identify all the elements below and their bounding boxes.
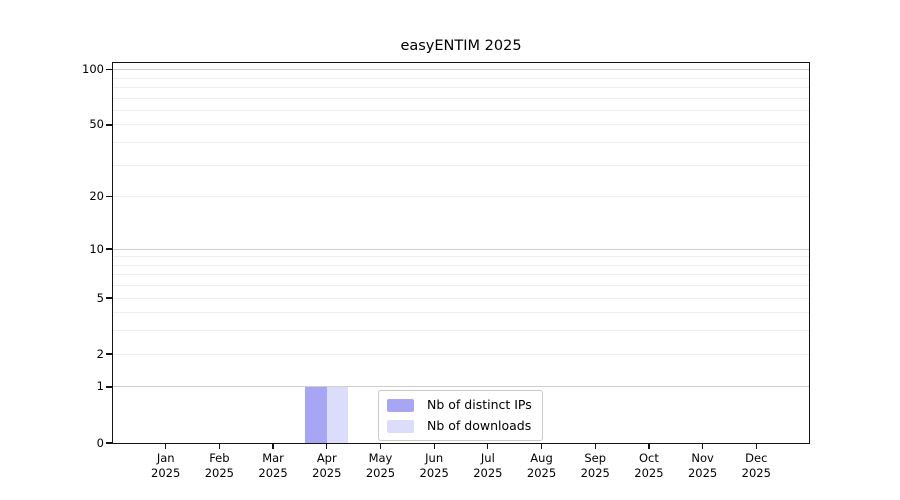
x-tick-label: Jul 2025 [473,451,503,480]
x-tick-label: Mar 2025 [258,451,288,480]
legend-swatch-downloads [387,419,414,433]
gridline-minor [112,297,810,299]
y-tick-label: 0 [96,435,104,450]
x-tick-mark [487,443,489,449]
bar-distinct-ips [305,386,327,443]
legend-label-distinct-ips: Nb of distinct IPs [427,397,532,412]
y-tick-label: 1 [96,379,104,394]
y-tick-mark [106,196,112,198]
legend-item-downloads: Nb of downloads [387,418,532,434]
gridline-major [112,386,810,388]
gridline-minor [112,109,810,111]
x-tick-mark [755,443,757,449]
x-tick-label: Jan 2025 [151,451,181,480]
y-tick-label: 5 [96,290,104,305]
y-tick-label: 2 [96,346,104,361]
gridline-major [112,248,810,250]
bar-downloads [326,386,349,443]
gridline-minor [112,86,810,88]
x-tick-mark [272,443,274,449]
y-tick-mark [106,124,112,126]
legend: Nb of distinct IPs Nb of downloads [378,390,543,441]
gridline-minor [112,256,810,258]
x-tick-mark [648,443,650,449]
x-tick-label: Dec 2025 [741,451,771,480]
x-tick-label: Jun 2025 [419,451,449,480]
gridline-minor [112,353,810,355]
x-tick-mark [594,443,596,449]
gridline-minor [112,274,810,276]
chart-title: easyENTIM 2025 [400,38,522,54]
gridline-minor [112,124,810,126]
x-tick-mark [701,443,704,449]
x-tick-label: Feb 2025 [204,451,235,480]
gridline-minor [112,164,810,166]
y-tick-mark [106,297,112,299]
x-tick-label: Aug 2025 [526,451,557,480]
gridline-minor [112,264,810,266]
legend-swatch-distinct-ips [387,398,414,412]
x-tick-mark [433,443,435,449]
gridline-major [112,69,810,71]
x-tick-mark [540,443,543,449]
x-tick-mark [326,443,328,449]
y-tick-mark [106,442,112,444]
y-tick-label: 100 [82,62,104,77]
gridline-minor [112,330,810,332]
gridline-minor [112,312,810,314]
gridline-minor [112,196,810,198]
x-tick-mark [379,443,382,449]
y-tick-label: 10 [89,241,104,256]
y-tick-label: 50 [89,117,104,132]
gridline-minor [112,77,810,79]
x-tick-label: May 2025 [365,451,396,480]
y-tick-mark [106,386,112,388]
y-tick-mark [106,248,112,250]
x-tick-label: Sep 2025 [580,451,610,480]
gridline-minor [112,97,810,99]
y-tick-mark [106,353,112,355]
x-tick-label: Nov 2025 [687,451,718,480]
gridline-minor [112,285,810,287]
x-tick-label: Apr 2025 [312,451,342,480]
x-tick-mark [165,443,167,449]
x-tick-label: Oct 2025 [634,451,664,480]
y-tick-label: 20 [89,189,104,204]
gridline-minor [112,142,810,144]
legend-item-distinct-ips: Nb of distinct IPs [387,397,532,413]
y-tick-mark [106,68,112,71]
x-tick-mark [218,443,221,449]
legend-label-downloads: Nb of downloads [427,418,532,433]
